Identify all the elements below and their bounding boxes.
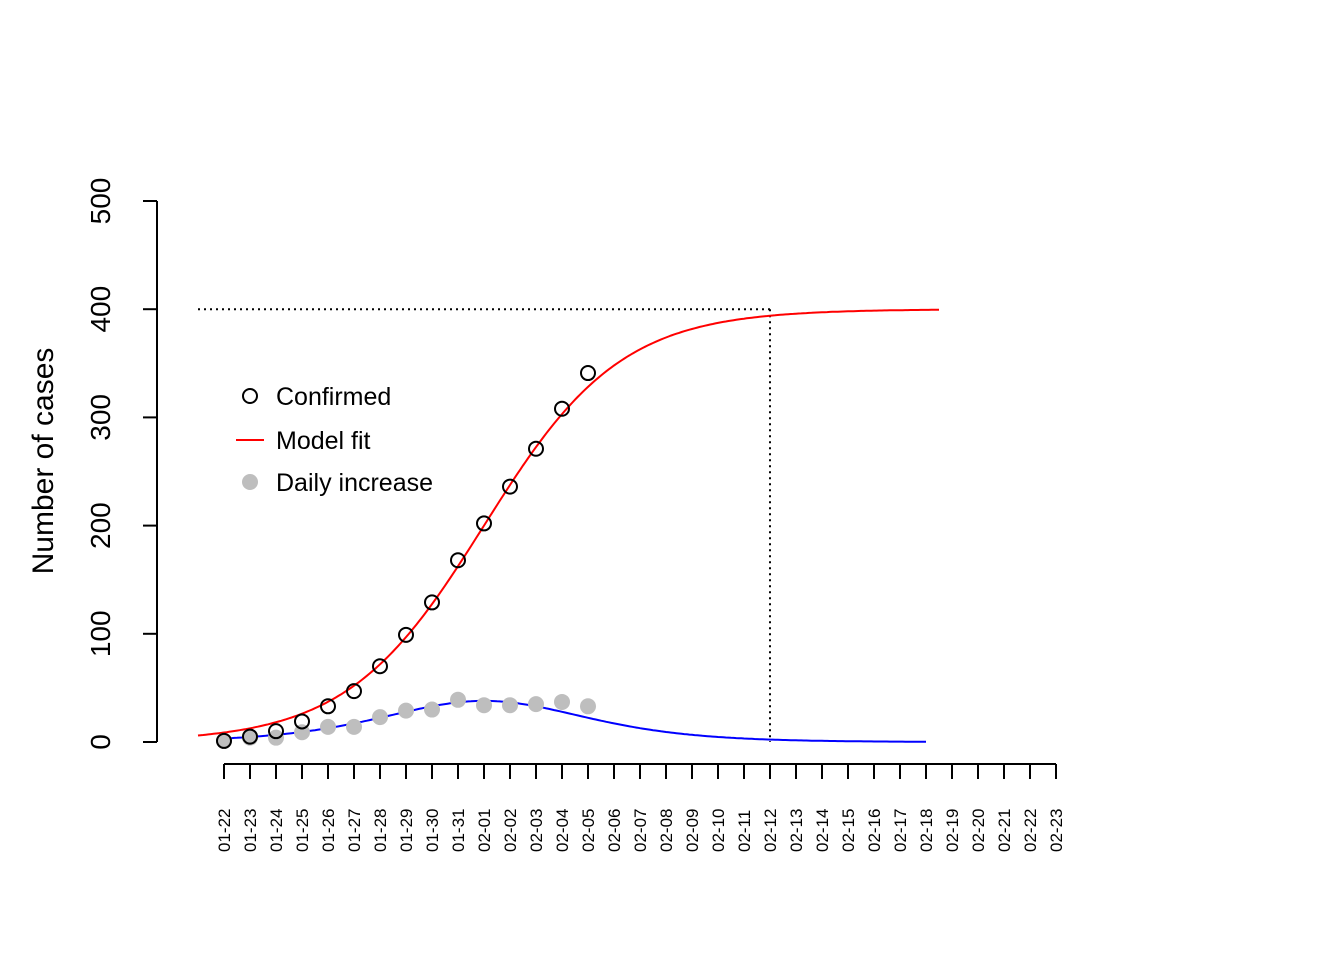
daily-increase-point	[398, 702, 414, 719]
x-tick-label: 02-08	[657, 809, 676, 852]
daily-increase-point	[216, 732, 232, 749]
daily-increase-point	[450, 691, 466, 708]
confirmed-point	[580, 365, 596, 382]
x-tick-label: 02-07	[631, 809, 650, 852]
daily-increase-point	[476, 697, 492, 714]
y-tick-label: 500	[85, 178, 116, 225]
legend-label: Confirmed	[276, 383, 391, 411]
x-tick-label: 02-23	[1047, 809, 1066, 852]
confirmed-point	[424, 594, 440, 611]
x-tick-label: 02-02	[501, 809, 520, 852]
y-axis: 0 100 200 300 400 500	[85, 178, 158, 750]
x-tick-label: 02-05	[579, 809, 598, 852]
confirmed-point	[450, 552, 466, 569]
x-tick-label: 02-03	[527, 809, 546, 852]
confirmed-point	[476, 515, 492, 532]
x-tick-label: 02-11	[735, 810, 754, 852]
x-tick-label: 02-14	[813, 809, 832, 852]
legend-marker-confirmed	[242, 388, 258, 404]
x-axis: 01-22 01-23 01-24 01-25 01-26 01-27 01-28 01-29…	[215, 763, 1066, 852]
confirmed-point	[554, 400, 570, 417]
x-tick-label: 01-22	[215, 809, 234, 852]
confirmed-point	[268, 723, 284, 740]
daily-increase-point	[554, 693, 570, 710]
confirmed-point	[320, 698, 336, 715]
daily-increase-point	[320, 718, 336, 735]
legend: Confirmed Model fit Daily increase	[236, 383, 433, 497]
confirmed-point	[502, 478, 518, 495]
daily-increase-point	[372, 709, 388, 726]
confirmed-point	[528, 440, 544, 457]
x-tick-label: 02-12	[761, 809, 780, 852]
model-fit-line	[197, 308, 939, 737]
y-axis-label: Number of cases	[27, 348, 60, 575]
x-tick-label: 01-31	[449, 809, 468, 852]
plot-area	[197, 308, 939, 749]
x-tick-label: 02-06	[605, 809, 624, 852]
legend-label: Daily increase	[276, 469, 433, 497]
x-tick-label: 02-10	[709, 809, 728, 852]
x-tick-label: 01-30	[423, 809, 442, 852]
y-tick-label: 300	[85, 394, 116, 441]
x-tick-label: 02-19	[943, 809, 962, 852]
y-ticks: 0 100 200 300 400 500	[85, 178, 157, 750]
x-ticks: 01-22 01-23 01-24 01-25 01-26 01-27 01-28 01-29…	[215, 764, 1066, 852]
x-tick-label: 01-27	[345, 809, 364, 852]
x-tick-label: 02-15	[839, 809, 858, 852]
x-tick-label: 01-26	[319, 809, 338, 852]
x-tick-label: 01-25	[293, 809, 312, 852]
x-tick-label: 02-16	[865, 809, 884, 852]
confirmed-point	[216, 732, 232, 749]
x-tick-label: 01-28	[371, 809, 390, 852]
x-tick-label: 02-22	[1021, 809, 1040, 852]
x-tick-label: 02-13	[787, 809, 806, 852]
daily-increase-point	[346, 718, 362, 735]
x-tick-label: 02-20	[969, 809, 988, 852]
confirmed-point	[294, 713, 310, 730]
daily-increase-point	[580, 698, 596, 715]
y-tick-label: 400	[85, 286, 116, 333]
x-tick-label: 02-17	[891, 809, 910, 852]
confirmed-point	[372, 658, 388, 675]
daily-increase-point	[528, 696, 544, 713]
legend-marker-daily-increase	[242, 474, 258, 490]
x-tick-label: 02-18	[917, 809, 936, 852]
x-tick-label: 01-24	[267, 809, 286, 852]
confirmed-point	[242, 728, 258, 745]
model-daily-fit-line	[223, 699, 926, 743]
y-tick-label: 0	[85, 734, 116, 750]
y-tick-label: 200	[85, 502, 116, 549]
confirmed-point	[346, 683, 362, 700]
x-tick-label: 02-21	[995, 809, 1014, 852]
x-tick-label: 01-23	[241, 809, 260, 852]
x-tick-label: 02-04	[553, 809, 572, 852]
y-tick-label: 100	[85, 610, 116, 657]
x-tick-label: 01-29	[397, 809, 416, 852]
x-tick-label: 02-09	[683, 809, 702, 852]
confirmed-point	[398, 626, 414, 643]
daily-increase-point	[424, 701, 440, 718]
daily-increase-point	[502, 697, 518, 714]
legend-label: Model fit	[276, 427, 371, 455]
x-tick-label: 02-01	[475, 809, 494, 852]
